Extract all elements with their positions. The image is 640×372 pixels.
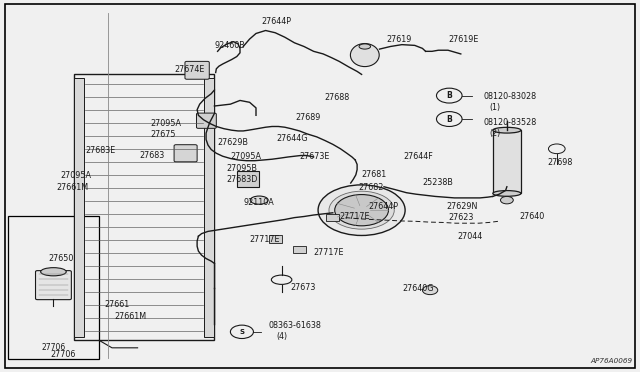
Text: 27683: 27683 — [140, 151, 164, 160]
Text: 27689: 27689 — [296, 113, 321, 122]
Bar — [74, 78, 84, 337]
Ellipse shape — [493, 190, 521, 196]
Text: 27629B: 27629B — [218, 138, 248, 147]
Text: 27095A: 27095A — [150, 119, 181, 128]
Text: 27681: 27681 — [362, 170, 387, 179]
Text: 27717E: 27717E — [339, 212, 370, 221]
Text: 27673E: 27673E — [300, 153, 330, 161]
Text: 27717E: 27717E — [250, 235, 280, 244]
Text: 27650: 27650 — [48, 254, 74, 263]
FancyBboxPatch shape — [36, 271, 72, 300]
Circle shape — [335, 195, 388, 226]
Text: 27706: 27706 — [50, 350, 76, 359]
Text: 08120-83028: 08120-83028 — [483, 92, 536, 101]
Text: 27640: 27640 — [520, 212, 545, 221]
Text: 27698: 27698 — [547, 158, 573, 167]
Text: 27623: 27623 — [448, 213, 474, 222]
Text: (2): (2) — [490, 129, 501, 138]
Circle shape — [329, 191, 394, 229]
Text: 27682: 27682 — [358, 183, 384, 192]
Text: 27683D: 27683D — [226, 175, 257, 184]
Text: (4): (4) — [276, 332, 287, 341]
Text: 92110A: 92110A — [243, 198, 274, 207]
Text: 92460B: 92460B — [214, 41, 245, 50]
Text: 27661M: 27661M — [56, 183, 88, 192]
Text: 27644F: 27644F — [403, 153, 433, 161]
Bar — [493, 130, 521, 193]
Text: 27095A: 27095A — [61, 171, 92, 180]
Text: 27661M: 27661M — [114, 312, 146, 321]
Ellipse shape — [250, 196, 268, 204]
Bar — [204, 78, 214, 337]
Bar — [269, 235, 282, 243]
Text: 27683E: 27683E — [85, 146, 115, 155]
Text: 27629N: 27629N — [447, 202, 478, 211]
Bar — [74, 74, 214, 340]
Circle shape — [500, 196, 513, 204]
Text: 27619: 27619 — [387, 35, 412, 44]
Circle shape — [422, 286, 438, 295]
Text: 27644P: 27644P — [261, 17, 291, 26]
Bar — [8, 216, 99, 359]
Text: 27688: 27688 — [324, 93, 349, 102]
Ellipse shape — [493, 127, 521, 133]
Text: 25238B: 25238B — [422, 178, 453, 187]
FancyBboxPatch shape — [196, 113, 216, 128]
Bar — [326, 214, 339, 221]
Text: AP76A0069: AP76A0069 — [590, 358, 632, 364]
Text: 27619E: 27619E — [448, 35, 478, 44]
Text: 27095B: 27095B — [226, 164, 257, 173]
Text: 27673: 27673 — [290, 283, 316, 292]
Text: B: B — [447, 91, 452, 100]
Text: 27644P: 27644P — [368, 202, 398, 211]
Text: 27706: 27706 — [42, 343, 65, 352]
FancyBboxPatch shape — [185, 61, 209, 79]
Text: 27674E: 27674E — [174, 65, 204, 74]
Bar — [293, 246, 306, 253]
Text: 27640G: 27640G — [402, 284, 433, 293]
Ellipse shape — [359, 44, 371, 49]
Text: 08363-61638: 08363-61638 — [269, 321, 322, 330]
Ellipse shape — [351, 44, 379, 67]
Bar — [237, 171, 259, 187]
Text: (1): (1) — [490, 103, 500, 112]
Circle shape — [318, 185, 405, 235]
Text: S: S — [239, 329, 244, 335]
Text: 27717E: 27717E — [314, 248, 344, 257]
Ellipse shape — [41, 268, 67, 276]
Text: 27095A: 27095A — [230, 153, 261, 161]
FancyBboxPatch shape — [174, 145, 197, 162]
Text: 27644G: 27644G — [276, 134, 308, 143]
Text: 27661: 27661 — [104, 300, 129, 309]
Text: 08120-83528: 08120-83528 — [483, 118, 536, 126]
Text: B: B — [447, 115, 452, 124]
Text: 27675: 27675 — [150, 130, 176, 139]
Text: 27044: 27044 — [458, 232, 483, 241]
